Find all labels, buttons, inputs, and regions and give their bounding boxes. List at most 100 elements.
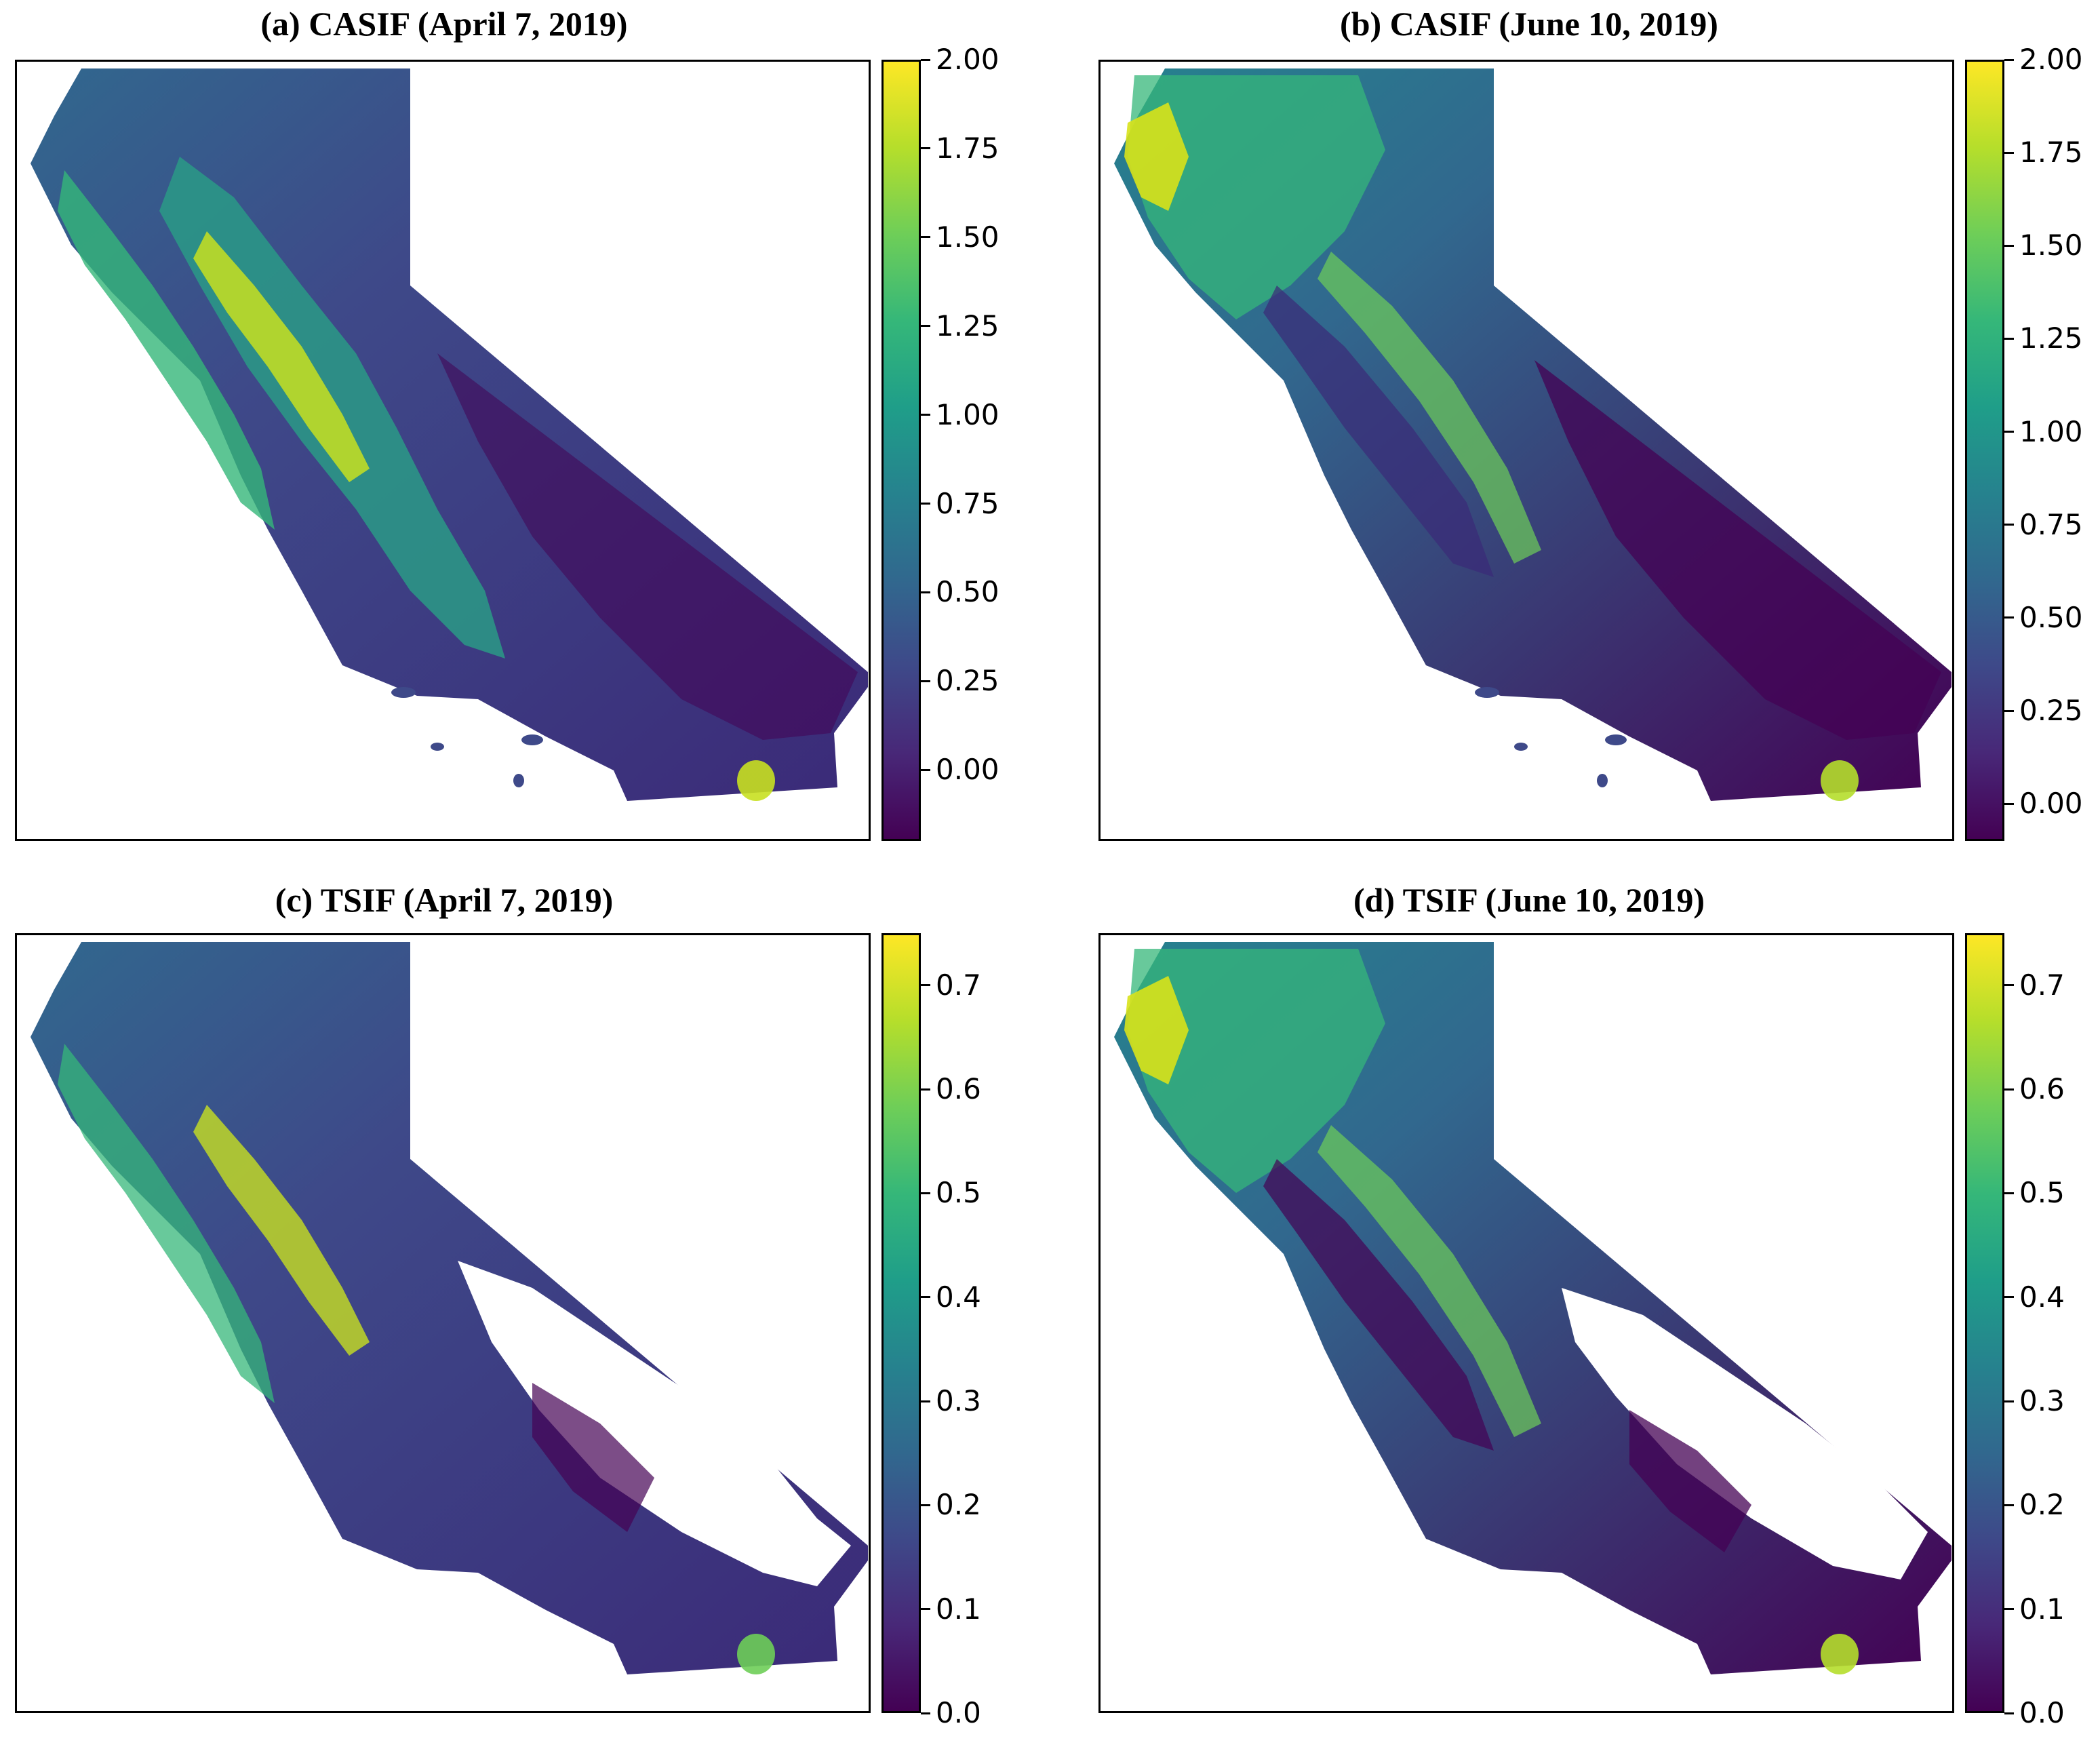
- colorbar-tick: [2004, 1504, 2014, 1506]
- island: [1597, 774, 1608, 787]
- colorbar-tick-label: 0.25: [936, 664, 999, 698]
- colorbar-tick: [921, 591, 930, 593]
- panel-d-map: [1098, 933, 1954, 1713]
- colorbar-tick-label: 0.50: [936, 575, 999, 609]
- colorbar-tick: [921, 1400, 930, 1402]
- colorbar-tick-label: 0.75: [936, 486, 999, 520]
- colorbar-tick: [2004, 616, 2014, 619]
- colorbar-tick-label: 0.2: [936, 1488, 981, 1522]
- panel-a-map: [15, 60, 871, 841]
- colorbar-tick-label: 0.5: [936, 1176, 981, 1210]
- colorbar-tick: [921, 414, 930, 416]
- panel-d-title: (d) TSIF (June 10, 2019): [1353, 881, 1705, 919]
- high-sif-yellow-region: [193, 231, 370, 482]
- island: [431, 743, 444, 751]
- panel-b-title: (b) CASIF (June 10, 2019): [1340, 5, 1718, 43]
- colorbar-tick-label: 0.3: [2019, 1384, 2065, 1417]
- panel-d-map-svg: [1114, 942, 1952, 1674]
- colorbar-tick: [921, 1192, 930, 1194]
- salton-sea-vegetation: [1821, 1634, 1859, 1674]
- colorbar-tick-label: 0.7: [936, 968, 981, 1002]
- island: [1605, 734, 1627, 745]
- colorbar-tick: [921, 1608, 930, 1611]
- north-coast-yellow-region: [1124, 102, 1189, 211]
- panel-c-colorbar: [881, 933, 921, 1713]
- island: [1514, 743, 1528, 751]
- panel-b-colorbar: [1965, 60, 2004, 841]
- salton-sea-vegetation: [737, 1634, 775, 1674]
- colorbar-tick-label: 0.5: [2019, 1176, 2065, 1210]
- colorbar-tick-label: 0.25: [2019, 694, 2083, 727]
- island: [391, 687, 416, 698]
- colorbar-tick: [2004, 431, 2014, 433]
- colorbar-tick: [921, 147, 930, 150]
- colorbar-tick: [921, 984, 930, 987]
- panel-b-map-svg: [1114, 68, 1952, 801]
- central-valley-region: [1263, 286, 1494, 577]
- panel-c-title: (c) TSIF (April 7, 2019): [275, 881, 614, 919]
- colorbar-tick: [2004, 709, 2014, 712]
- california-landmass: [31, 942, 868, 1674]
- central-valley-region: [1263, 1159, 1494, 1451]
- salton-sea-vegetation: [1821, 760, 1859, 801]
- panel-a-map-svg: [31, 68, 868, 801]
- colorbar-tick: [921, 1296, 930, 1299]
- colorbar-tick: [921, 236, 930, 239]
- colorbar-tick-label: 1.50: [2019, 229, 2083, 262]
- high-sif-yellow-region: [193, 1105, 370, 1356]
- colorbar-tick-label: 0.0: [936, 1696, 981, 1729]
- colorbar-tick-label: 0.6: [2019, 1072, 2065, 1105]
- colorbar-tick-label: 2.00: [936, 43, 999, 76]
- colorbar-tick: [2004, 151, 2014, 154]
- north-coast-yellow-region: [1124, 976, 1189, 1084]
- colorbar-tick-label: 0.7: [2019, 968, 2065, 1002]
- colorbar-tick-label: 0.75: [2019, 507, 2083, 541]
- northern-forest-region: [1128, 75, 1385, 319]
- colorbar-tick: [2004, 1192, 2014, 1194]
- colorbar-tick-label: 0.50: [2019, 600, 2083, 634]
- colorbar-tick: [2004, 984, 2014, 987]
- colorbar-tick: [921, 768, 930, 771]
- panel-b-map: [1098, 60, 1954, 841]
- island: [513, 774, 524, 787]
- island: [521, 734, 543, 745]
- colorbar-tick: [2004, 1400, 2014, 1402]
- colorbar-tick-label: 0.2: [2019, 1488, 2065, 1522]
- colorbar-tick-label: 0.1: [936, 1592, 981, 1626]
- colorbar-tick: [2004, 802, 2014, 805]
- missing-data-region: [458, 1261, 851, 1586]
- southern-desert-region: [1534, 360, 1941, 740]
- panel-a-colorbar: [881, 60, 921, 841]
- colorbar-tick-label: 0.6: [936, 1072, 981, 1105]
- colorbar-tick-label: 1.50: [936, 220, 999, 254]
- missing-data-region: [186, 1566, 397, 1654]
- colorbar-tick-label: 0.3: [936, 1384, 981, 1417]
- southern-desert-region: [532, 1383, 654, 1532]
- colorbar-tick-label: 0.0: [2019, 1696, 2065, 1729]
- colorbar-tick: [2004, 337, 2014, 340]
- missing-data-region: [1562, 1288, 1928, 1579]
- colorbar-tick-label: 0.00: [2019, 787, 2083, 821]
- colorbar-tick: [2004, 58, 2014, 61]
- colorbar-tick-label: 0.1: [2019, 1592, 2065, 1626]
- colorbar-tick-label: 0.4: [936, 1280, 981, 1314]
- colorbar-tick: [2004, 1296, 2014, 1299]
- salton-sea-vegetation: [737, 760, 775, 801]
- southern-desert-region: [437, 353, 858, 740]
- colorbar-tick: [921, 325, 930, 328]
- panel-d-colorbar: [1965, 933, 2004, 1713]
- panel-c-map-svg: [31, 942, 868, 1674]
- sierra-green-band: [1318, 252, 1541, 564]
- colorbar-tick: [2004, 244, 2014, 247]
- colorbar-tick: [921, 1504, 930, 1506]
- panel-a-title: (a) CASIF (April 7, 2019): [260, 5, 628, 43]
- colorbar-tick-label: 1.00: [936, 397, 999, 431]
- southern-desert-region: [1629, 1410, 1751, 1552]
- colorbar-tick-label: 2.00: [2019, 43, 2083, 76]
- colorbar-tick: [921, 1088, 930, 1091]
- coastal-green-region: [58, 170, 275, 530]
- colorbar-tick-label: 1.25: [936, 309, 999, 342]
- colorbar-tick: [2004, 1608, 2014, 1611]
- coastal-green-region: [58, 1044, 275, 1403]
- colorbar-tick: [2004, 524, 2014, 526]
